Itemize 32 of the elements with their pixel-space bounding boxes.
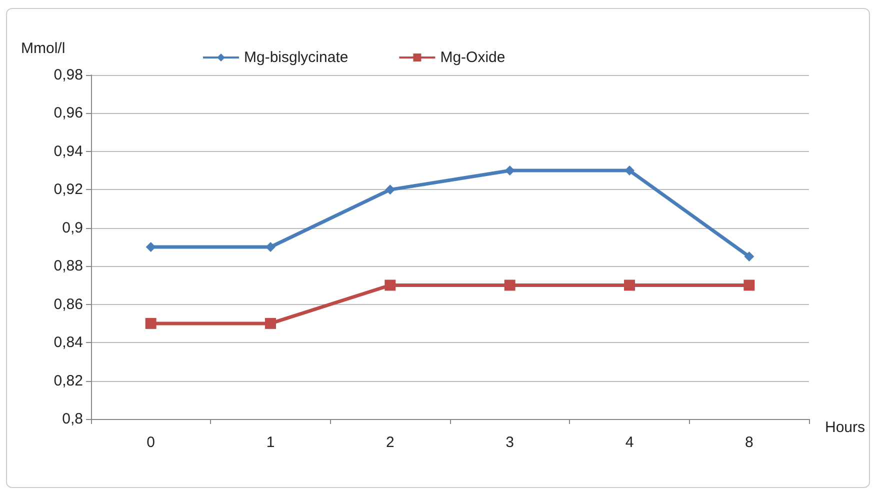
x-tick-label: 0	[146, 434, 156, 451]
point	[146, 242, 156, 252]
point	[744, 252, 754, 262]
x-tick-label: 1	[266, 434, 275, 451]
point	[624, 166, 634, 176]
legend-label: Mg-bisglycinate	[244, 49, 348, 66]
point	[385, 184, 396, 195]
legend-label: Mg-Oxide	[440, 49, 506, 66]
y-tick-label: 0,82	[54, 372, 83, 390]
y-tick-label: 0,9	[62, 219, 83, 236]
point	[265, 318, 276, 329]
y-tick-label: 0,84	[54, 334, 83, 352]
point	[266, 242, 276, 252]
y-tick-label: 0,98	[54, 66, 83, 84]
y-tick-label: 0,92	[54, 181, 83, 198]
point	[624, 280, 635, 291]
point	[744, 280, 755, 291]
point	[145, 318, 156, 329]
y-tick-label: 0,96	[54, 104, 83, 122]
y-tick-label: 0,88	[54, 258, 83, 275]
point	[504, 280, 516, 291]
point	[504, 166, 515, 176]
y-tick-label: 0,86	[54, 296, 83, 313]
x-tick-label: 2	[386, 434, 394, 451]
x-tick-label: 4	[625, 434, 634, 451]
y-axis-title: Mmol/l	[21, 40, 66, 57]
x-tick-label: 3	[506, 434, 514, 451]
y-tick-label: 0,94	[54, 142, 83, 160]
y-tick-label: 0,8	[62, 410, 83, 428]
point	[384, 280, 396, 291]
x-tick-label: 8	[744, 434, 754, 451]
x-axis-title: Hours	[824, 419, 866, 436]
